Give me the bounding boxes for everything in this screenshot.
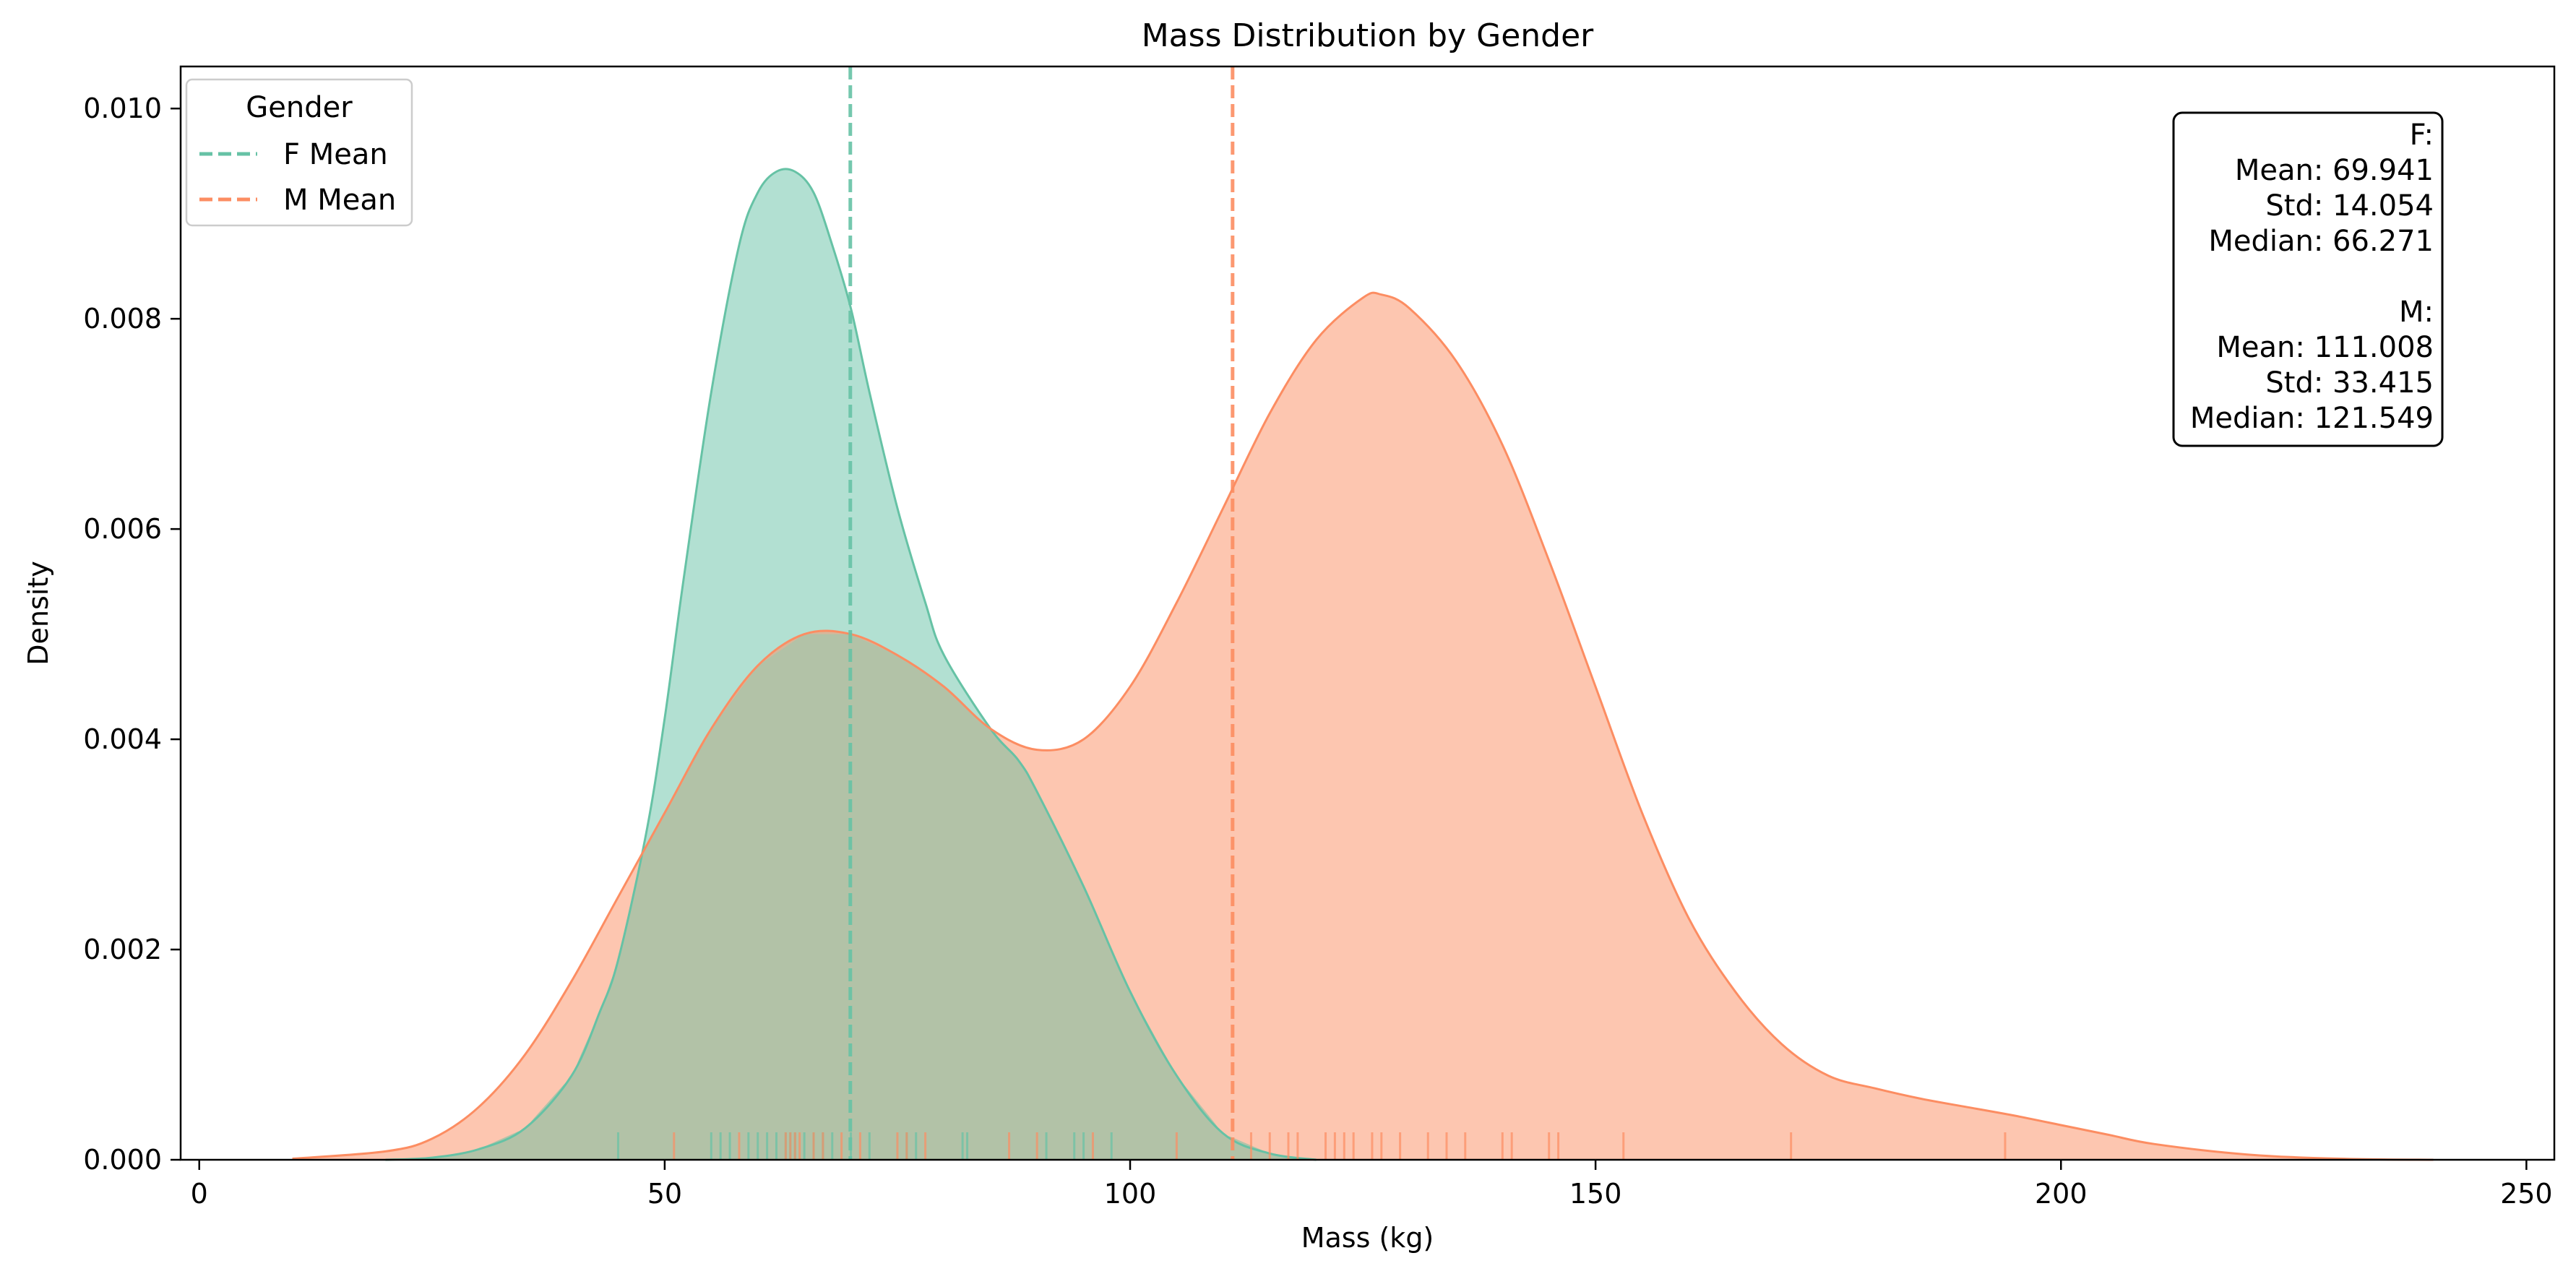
x-tick-label: 0 — [191, 1178, 208, 1210]
stats-line: Mean: 111.008 — [2216, 331, 2434, 364]
stats-line: Median: 121.549 — [2190, 402, 2434, 435]
stats-line: M: — [2399, 296, 2434, 329]
x-axis-label: Mass (kg) — [1301, 1222, 1434, 1254]
stats-line: Std: 14.054 — [2265, 189, 2434, 223]
x-tick-label: 100 — [1104, 1178, 1157, 1210]
y-tick-label: 0.006 — [83, 513, 162, 545]
x-tick-label: 50 — [647, 1178, 682, 1210]
y-tick-label: 0.010 — [83, 92, 162, 124]
axes-frame — [179, 65, 2556, 1161]
legend: Gender F Mean M Mean — [185, 78, 413, 227]
chart-title: Mass Distribution by Gender — [1142, 17, 1594, 54]
stats-line: F: — [2410, 119, 2434, 152]
y-axis-label: Density — [22, 561, 54, 665]
x-tick-label: 150 — [1569, 1178, 1622, 1210]
legend-entry-m: M Mean — [283, 184, 396, 217]
y-tick-label: 0.004 — [83, 723, 162, 755]
legend-box — [185, 78, 413, 227]
density-line-m — [292, 291, 2434, 1161]
legend-entry-f: F Mean — [283, 138, 388, 171]
stats-line: Std: 33.415 — [2265, 366, 2434, 400]
stats-box-frame — [2172, 111, 2444, 447]
y-tick-label: 0.002 — [83, 934, 162, 965]
density-line-f — [385, 168, 1317, 1161]
y-tick-label: 0.000 — [83, 1144, 162, 1176]
plot-area: 0 50 100 150 200 250 0.000 0.002 0.004 0.006 0.008… — [83, 65, 2556, 1210]
x-tick-label: 250 — [2500, 1178, 2553, 1210]
stats-line: Median: 66.271 — [2208, 225, 2434, 258]
stats-line: Mean: 69.941 — [2235, 154, 2434, 187]
y-tick-label: 0.008 — [83, 303, 162, 335]
x-tick-label: 200 — [2035, 1178, 2088, 1210]
legend-title: Gender — [246, 91, 353, 124]
